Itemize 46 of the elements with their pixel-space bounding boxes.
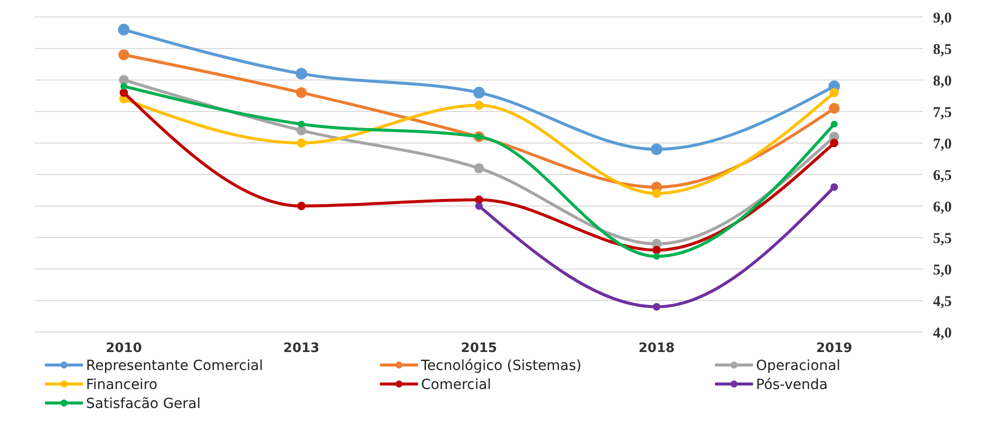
- point: [120, 88, 128, 97]
- point: [475, 202, 483, 210]
- x-tick-label: 2019: [816, 341, 852, 356]
- legend-label: Pós-venda: [756, 376, 828, 393]
- point: [296, 68, 308, 80]
- point: [830, 120, 838, 128]
- y-tick-label: 6,0: [933, 199, 952, 216]
- point: [652, 303, 660, 311]
- legend-label: Comercial: [421, 376, 492, 393]
- legend-label: Operacional: [756, 358, 840, 374]
- x-tick-label: 2015: [460, 341, 498, 356]
- y-tick-label: 4,0: [933, 325, 952, 342]
- point: [296, 138, 306, 148]
- point: [650, 144, 662, 156]
- y-tick-label: 8,5: [933, 42, 952, 58]
- point: [830, 88, 839, 98]
- y-tick-label: 4,5: [933, 294, 952, 310]
- legend-label: Satisfacão Geral: [86, 396, 201, 412]
- point: [120, 82, 128, 90]
- point: [830, 183, 838, 191]
- point: [474, 163, 484, 174]
- point: [474, 100, 484, 110]
- y-tick-label: 7,5: [933, 104, 952, 121]
- x-tick-label: 2010: [106, 341, 142, 356]
- legend-label: Representante Comercial: [86, 358, 264, 374]
- point: [298, 120, 305, 128]
- point: [118, 49, 130, 60]
- point: [296, 87, 307, 98]
- y-tick-label: 9,0: [933, 10, 952, 26]
- point: [297, 202, 306, 210]
- y-tick-label: 6,5: [933, 168, 952, 184]
- point: [473, 86, 485, 98]
- point: [828, 102, 840, 114]
- point: [652, 188, 662, 198]
- point: [652, 246, 661, 254]
- point: [118, 24, 130, 36]
- point: [830, 138, 838, 148]
- y-tick-label: 5,0: [933, 262, 952, 278]
- point: [653, 253, 660, 260]
- legend-label: Tecnológico (Sistemas): [420, 358, 582, 374]
- x-tick-label: 2018: [638, 341, 675, 356]
- legend-label: Financeiro: [86, 376, 158, 393]
- y-tick-label: 7,0: [933, 136, 952, 152]
- x-tick-label: 2013: [283, 341, 320, 356]
- y-tick-label: 8,0: [933, 73, 952, 90]
- y-tick-label: 5,5: [933, 230, 952, 247]
